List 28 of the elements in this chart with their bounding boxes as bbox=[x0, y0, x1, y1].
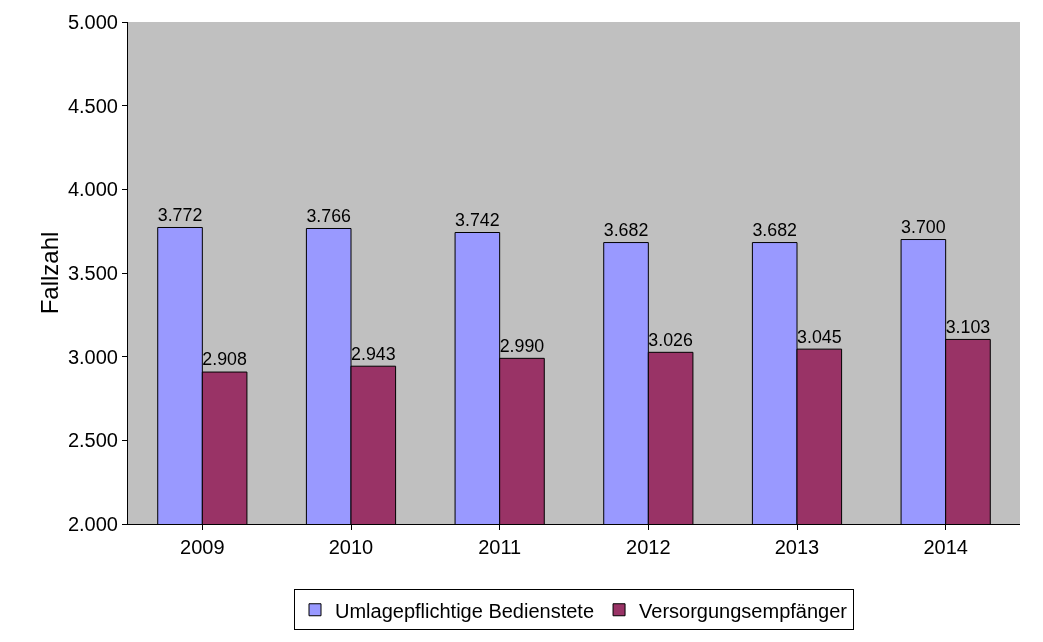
y-tick-label: 2.000 bbox=[67, 513, 118, 535]
data-label: 2.990 bbox=[499, 335, 545, 356]
x-tick-label: 2011 bbox=[478, 536, 522, 558]
y-tick-label: 2.500 bbox=[67, 429, 118, 452]
y-tick-label: 3.500 bbox=[67, 262, 118, 284]
y-tick-label: 4.500 bbox=[67, 94, 118, 117]
data-label: 2.943 bbox=[351, 343, 396, 364]
data-label: 2.908 bbox=[202, 349, 247, 370]
x-tick-label: 2012 bbox=[626, 536, 671, 558]
data-label: 3.026 bbox=[648, 329, 693, 350]
y-axis-title: Fallzahl bbox=[36, 231, 64, 315]
x-tick-label: 2010 bbox=[328, 536, 374, 558]
legend-label: Versorgungsempfänger bbox=[639, 599, 848, 622]
data-label: 3.700 bbox=[901, 216, 946, 237]
x-tick-label: 2013 bbox=[774, 536, 820, 558]
data-label: 3.742 bbox=[455, 209, 500, 230]
y-tick-label: 5.000 bbox=[67, 11, 118, 33]
x-tick-label: 2014 bbox=[923, 536, 968, 558]
data-label: 3.682 bbox=[752, 219, 797, 240]
data-label: 3.682 bbox=[603, 219, 649, 240]
data-label: 3.045 bbox=[797, 326, 842, 347]
data-label: 3.103 bbox=[945, 316, 991, 337]
y-tick-label: 3.000 bbox=[67, 345, 118, 368]
y-tick-label: 4.000 bbox=[67, 178, 118, 201]
x-tick-label: 2009 bbox=[180, 536, 225, 558]
data-label: 3.766 bbox=[306, 205, 352, 226]
legend-label: Umlagepflichtige Bedienstete bbox=[335, 599, 595, 622]
data-label: 3.772 bbox=[157, 204, 203, 225]
